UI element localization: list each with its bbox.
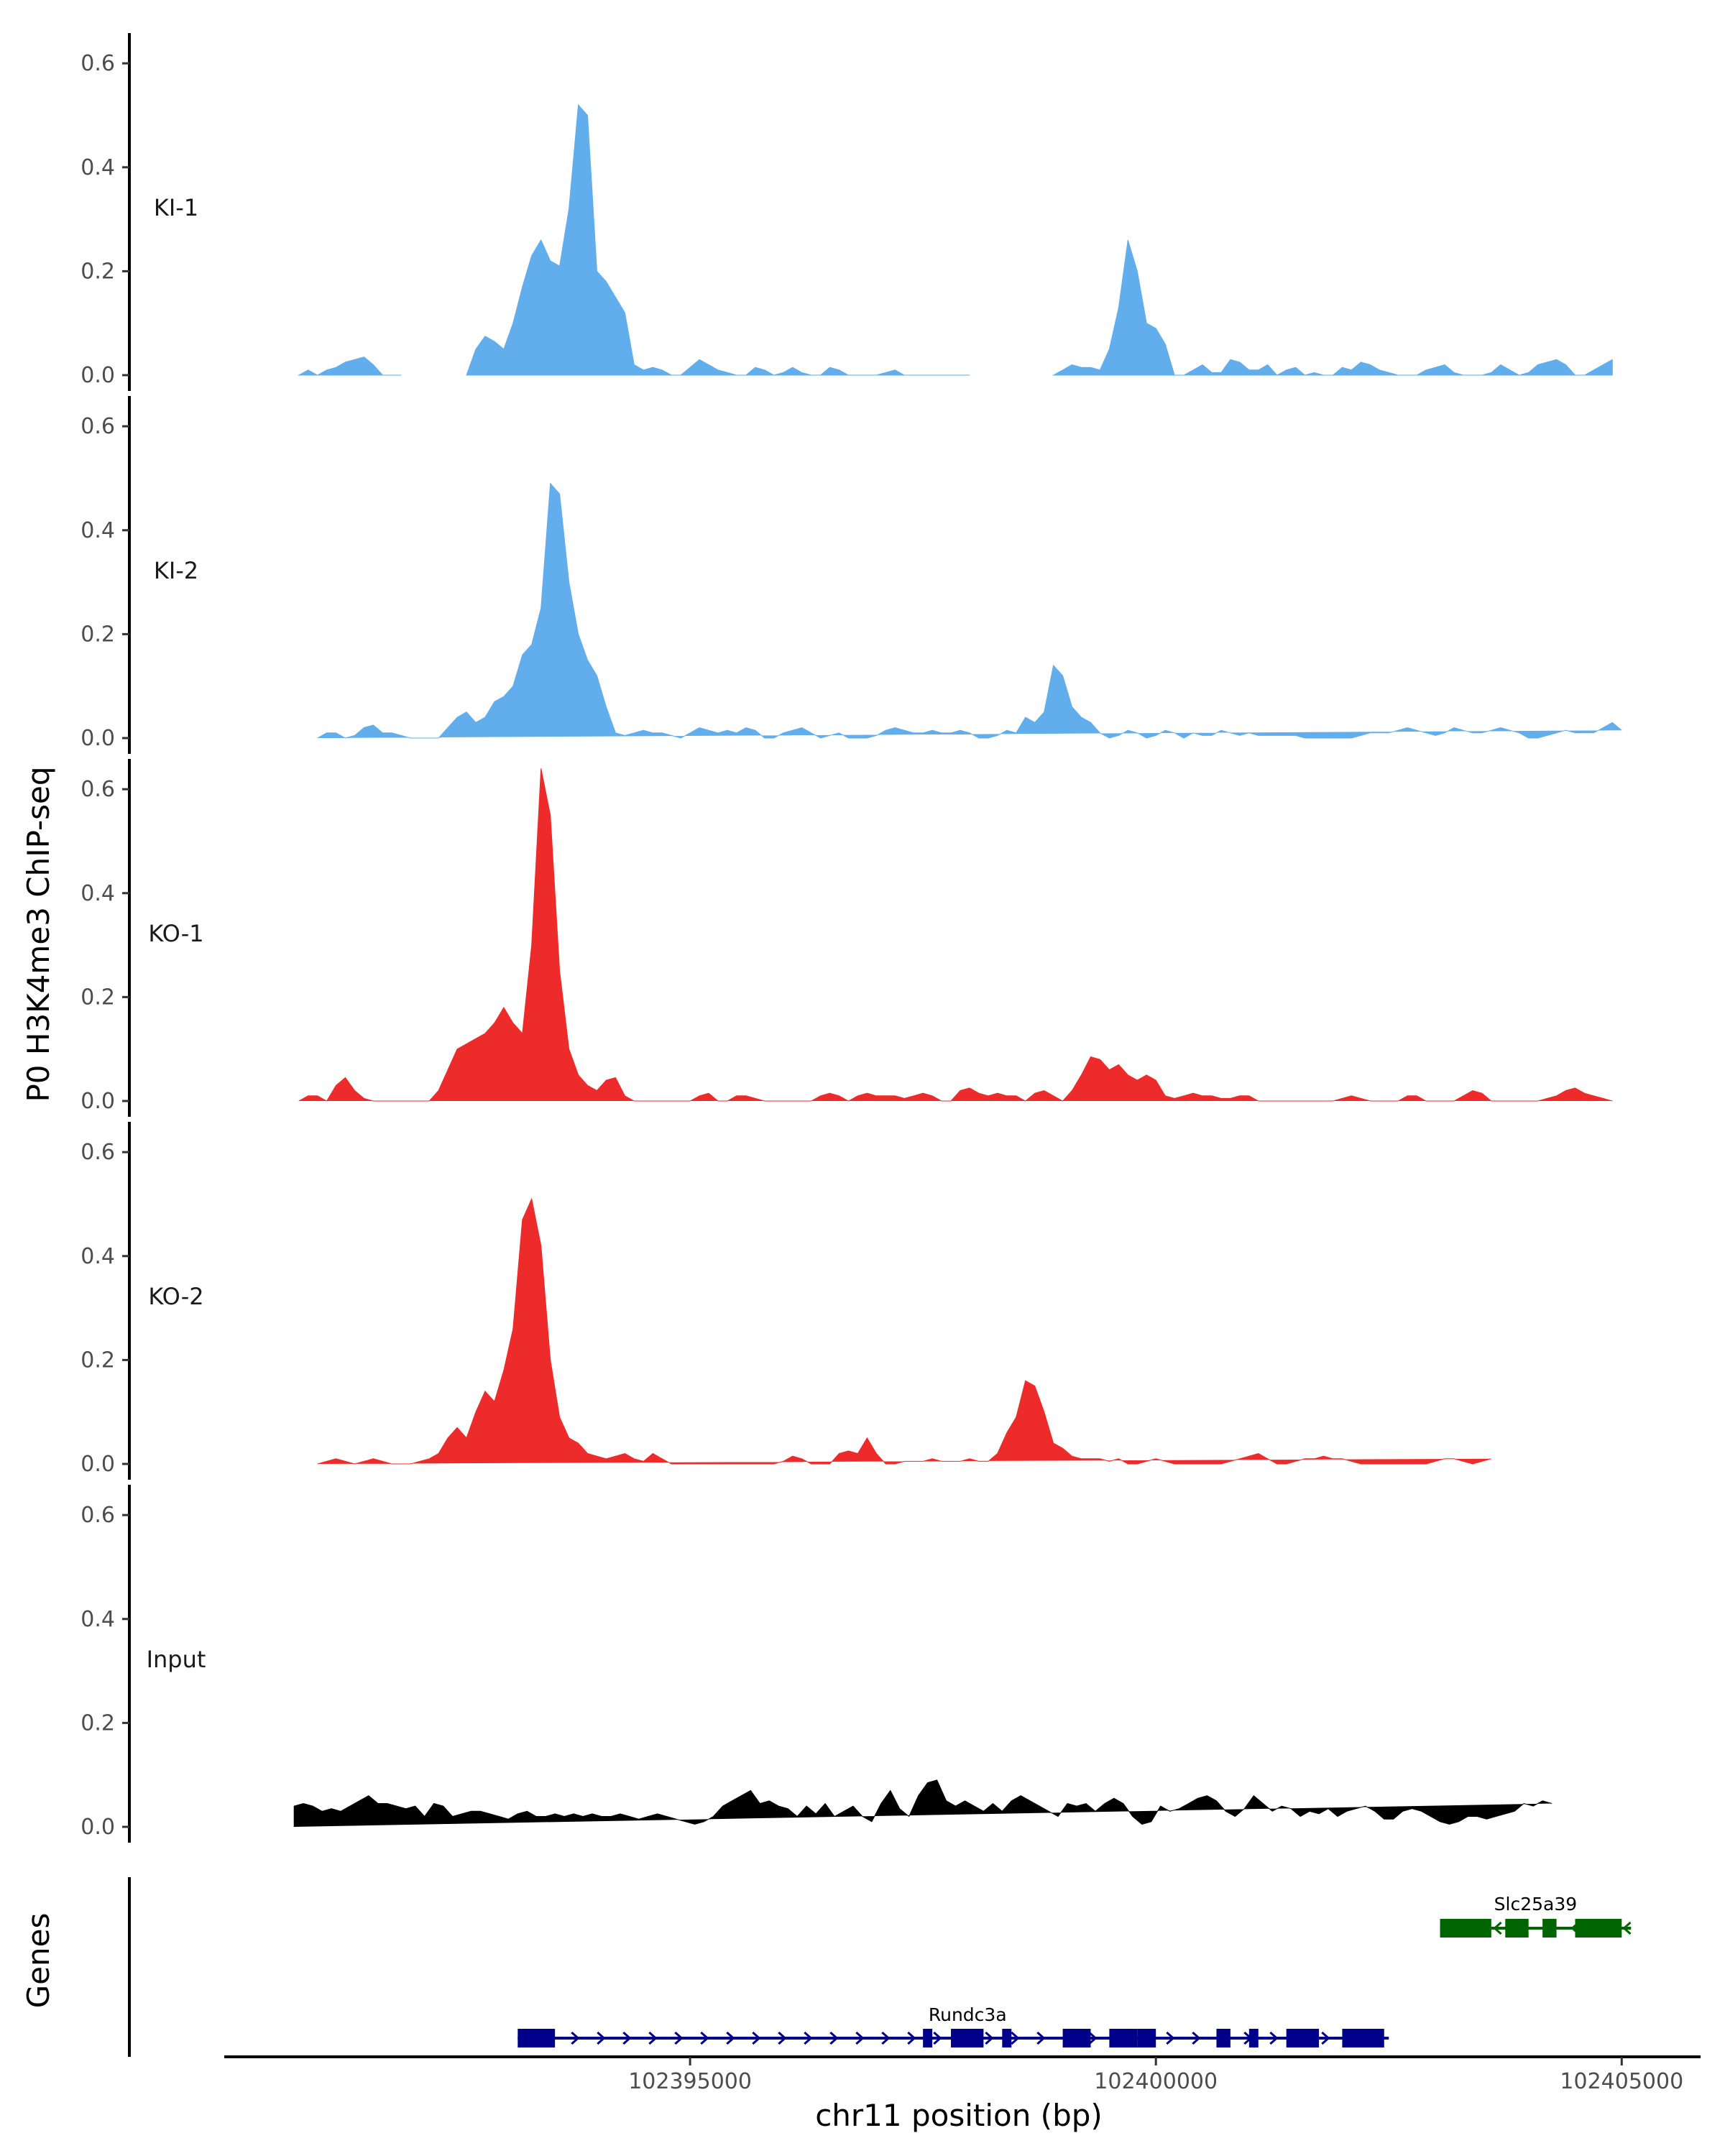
strand-arrow xyxy=(804,2031,813,2045)
exon xyxy=(1062,2029,1091,2047)
track-label: KO-1 xyxy=(148,920,203,947)
x-tick-label: 102395000 xyxy=(628,2069,752,2094)
y-tick-label: 0.2 xyxy=(80,259,115,284)
strand-arrow xyxy=(1269,2031,1279,2045)
strand-arrow xyxy=(752,2031,761,2045)
y-tick-label: 0.4 xyxy=(80,1244,115,1269)
gene-label: Rundc3a xyxy=(929,2004,1007,2025)
exon xyxy=(1137,2029,1156,2047)
track-ko-2: 0.0 0.2 0.4 0.6 KO-2 xyxy=(80,1122,1491,1480)
strand-arrow xyxy=(829,2031,839,2045)
y-tick-label: 0.6 xyxy=(80,777,115,802)
y-tick-label: 0.0 xyxy=(80,1089,115,1114)
exon xyxy=(951,2029,984,2047)
strand-arrow xyxy=(881,2031,891,2045)
gene-rundc3a: Rundc3a xyxy=(518,2004,1389,2047)
strand-arrow xyxy=(907,2031,916,2045)
tracks-area: 0.00.20.40.6KI-10.00.20.40.6KI-20.00.20.… xyxy=(80,33,1622,1843)
y-tick-label: 0.2 xyxy=(80,1710,115,1736)
y-tick-label: 0.6 xyxy=(80,1140,115,1165)
x-axis-title: chr11 position (bp) xyxy=(815,2098,1103,2133)
y-tick-label: 0.4 xyxy=(80,1607,115,1632)
exon xyxy=(1286,2029,1320,2047)
strand-arrow xyxy=(1011,2031,1020,2045)
y-tick-label: 0.2 xyxy=(80,985,115,1010)
y-tick-label: 0.0 xyxy=(80,363,115,388)
strand-arrow xyxy=(778,2031,787,2045)
strand-arrow xyxy=(597,2031,606,2045)
exon xyxy=(1216,2029,1230,2047)
x-tick-label: 102400000 xyxy=(1094,2069,1218,2094)
strand-arrow xyxy=(855,2031,865,2045)
strand-arrow xyxy=(648,2031,658,2045)
y-tick-label: 0.4 xyxy=(80,881,115,906)
track-label: Input xyxy=(147,1646,206,1673)
y-axis-title: P0 H3K4me3 ChIP-seq xyxy=(21,766,56,1102)
track-input: 0.0 0.2 0.4 0.6 Input xyxy=(80,1485,1552,1843)
y-tick-label: 0.4 xyxy=(80,518,115,543)
strand-arrow xyxy=(1321,2031,1330,2045)
gene-slc25a39: Slc25a39 xyxy=(1440,1894,1632,1938)
y-tick-label: 0.6 xyxy=(80,1503,115,1528)
signal-area xyxy=(297,356,402,376)
signal-area xyxy=(298,768,1613,1102)
strand-arrow xyxy=(726,2031,735,2045)
x-tick-label: 102405000 xyxy=(1560,2069,1683,2094)
y-tick-label: 0.2 xyxy=(80,1348,115,1373)
strand-arrow xyxy=(571,2031,580,2045)
strand-arrow xyxy=(933,2031,942,2045)
exon xyxy=(923,2029,933,2047)
gene-label: Slc25a39 xyxy=(1494,1894,1578,1915)
y-tick-label: 0.0 xyxy=(80,726,115,751)
x-axis: 102395000 102400000 102405000 xyxy=(224,2055,1701,2094)
strand-arrow xyxy=(700,2031,709,2045)
strand-arrow xyxy=(1088,2031,1098,2045)
track-label: KO-2 xyxy=(148,1283,203,1310)
strand-arrow xyxy=(1493,1921,1502,1935)
exon xyxy=(1542,1919,1557,1938)
signal-area xyxy=(1052,239,1613,376)
track-ko-1: 0.0 0.2 0.4 0.6 KO-1 xyxy=(80,759,1613,1117)
strand-arrow xyxy=(1192,2031,1201,2045)
strand-arrow xyxy=(985,2031,994,2045)
exon xyxy=(1002,2029,1012,2047)
genes-panel: Slc25a39 Rundc3a xyxy=(128,1877,1632,2057)
track-label: KI-2 xyxy=(154,557,198,584)
track-ki-2: 0.0 0.2 0.4 0.6 KI-2 xyxy=(80,396,1622,754)
exon xyxy=(1109,2029,1138,2047)
strand-arrow xyxy=(674,2031,684,2045)
signal-area xyxy=(466,103,970,376)
strand-arrow xyxy=(1166,2031,1175,2045)
signal-area xyxy=(317,1197,1491,1465)
y-tick-label: 0.6 xyxy=(80,51,115,76)
y-tick-label: 0.2 xyxy=(80,622,115,647)
y-tick-label: 0.4 xyxy=(80,155,115,180)
y-tick-label: 0.6 xyxy=(80,414,115,439)
track-label: KI-1 xyxy=(154,194,198,221)
strand-arrow xyxy=(1036,2031,1046,2045)
genes-axis-title: Genes xyxy=(21,1913,56,2009)
y-tick-label: 0.0 xyxy=(80,1815,115,1840)
strand-arrow xyxy=(622,2031,632,2045)
exon xyxy=(1248,2029,1259,2047)
track-ki-1: 0.0 0.2 0.4 0.6 KI-1 xyxy=(80,33,1613,391)
exon xyxy=(1505,1919,1529,1938)
signal-area xyxy=(293,1779,1552,1827)
strand-arrow xyxy=(1622,1921,1632,1935)
exon xyxy=(1575,1919,1622,1938)
exon xyxy=(1342,2029,1384,2047)
exon xyxy=(518,2029,556,2047)
exon xyxy=(1440,1919,1491,1938)
y-tick-label: 0.0 xyxy=(80,1452,115,1477)
signal-area xyxy=(317,482,1622,739)
